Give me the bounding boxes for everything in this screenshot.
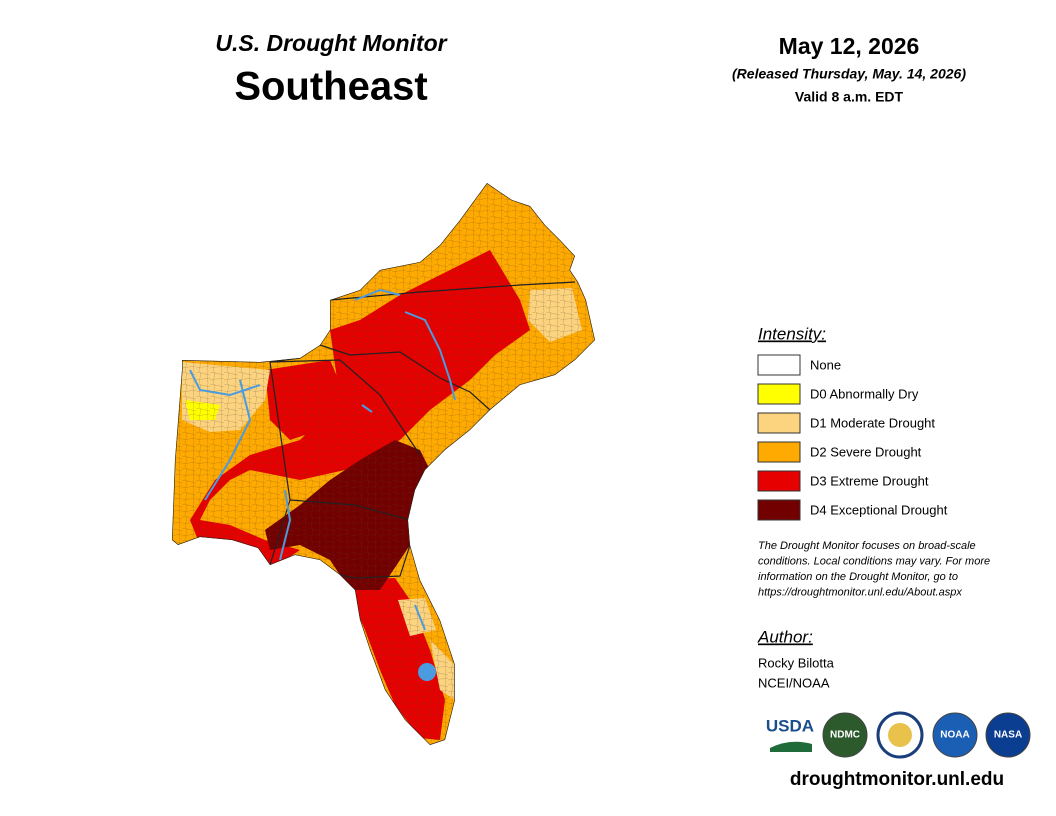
logo-text: USDA — [766, 716, 814, 735]
author-name: Rocky Bilotta — [758, 655, 835, 670]
released: (Released Thursday, May. 14, 2026) — [732, 66, 966, 82]
legend-swatch — [757, 470, 801, 492]
legend-swatch — [757, 499, 801, 521]
logo-text: NOAA — [940, 730, 969, 741]
note-line: information on the Drought Monitor, go t… — [758, 571, 958, 583]
logo-text: NDMC — [830, 730, 860, 741]
legend-swatch — [757, 354, 801, 376]
logo-circle — [932, 712, 978, 758]
logos: USDA NDMC NOAA NASA — [766, 711, 1031, 759]
legend-swatch — [757, 441, 801, 463]
valid: Valid 8 a.m. EDT — [795, 89, 904, 105]
note: The Drought Monitor focuses on broad-sca… — [758, 540, 990, 599]
region-title: Southeast — [234, 65, 427, 109]
site-url: droughtmonitor.unl.edu — [790, 769, 1004, 790]
map-title: U.S. Drought Monitor — [215, 30, 447, 56]
lake — [418, 663, 436, 681]
date: May 12, 2026 — [779, 33, 920, 59]
river — [189, 288, 456, 631]
legend-swatch — [757, 383, 801, 405]
note-line: The Drought Monitor focuses on broad-sca… — [758, 540, 976, 552]
region-outline — [172, 183, 595, 745]
legend-title: Intensity: — [758, 324, 826, 343]
commerce-seal-center — [888, 723, 912, 747]
legend-label: None — [810, 357, 841, 372]
legend-label: D0 Abnormally Dry — [810, 386, 919, 401]
logo-text: NASA — [994, 730, 1022, 741]
legend: None D0 Abnormally Dry D1 Moderate Drought… — [757, 354, 948, 521]
logo-circle — [822, 712, 868, 758]
county-lines — [172, 183, 595, 745]
author-name: NCEI/NOAA — [758, 675, 830, 690]
map — [172, 183, 595, 745]
author-title: Author: — [757, 627, 813, 646]
legend-label: D2 Severe Drought — [810, 444, 922, 459]
authors: Rocky Bilotta NCEI/NOAA — [758, 655, 835, 690]
logo-circle — [985, 712, 1031, 758]
note-line: https://droughtmonitor.unl.edu/About.asp… — [758, 586, 962, 598]
legend-label: D4 Exceptional Drought — [810, 502, 948, 517]
legend-swatch — [757, 412, 801, 434]
legend-label: D3 Extreme Drought — [810, 473, 929, 488]
usda-stripe — [770, 741, 812, 752]
legend-label: D1 Moderate Drought — [810, 415, 935, 430]
note-line: conditions. Local conditions may vary. F… — [758, 555, 990, 567]
